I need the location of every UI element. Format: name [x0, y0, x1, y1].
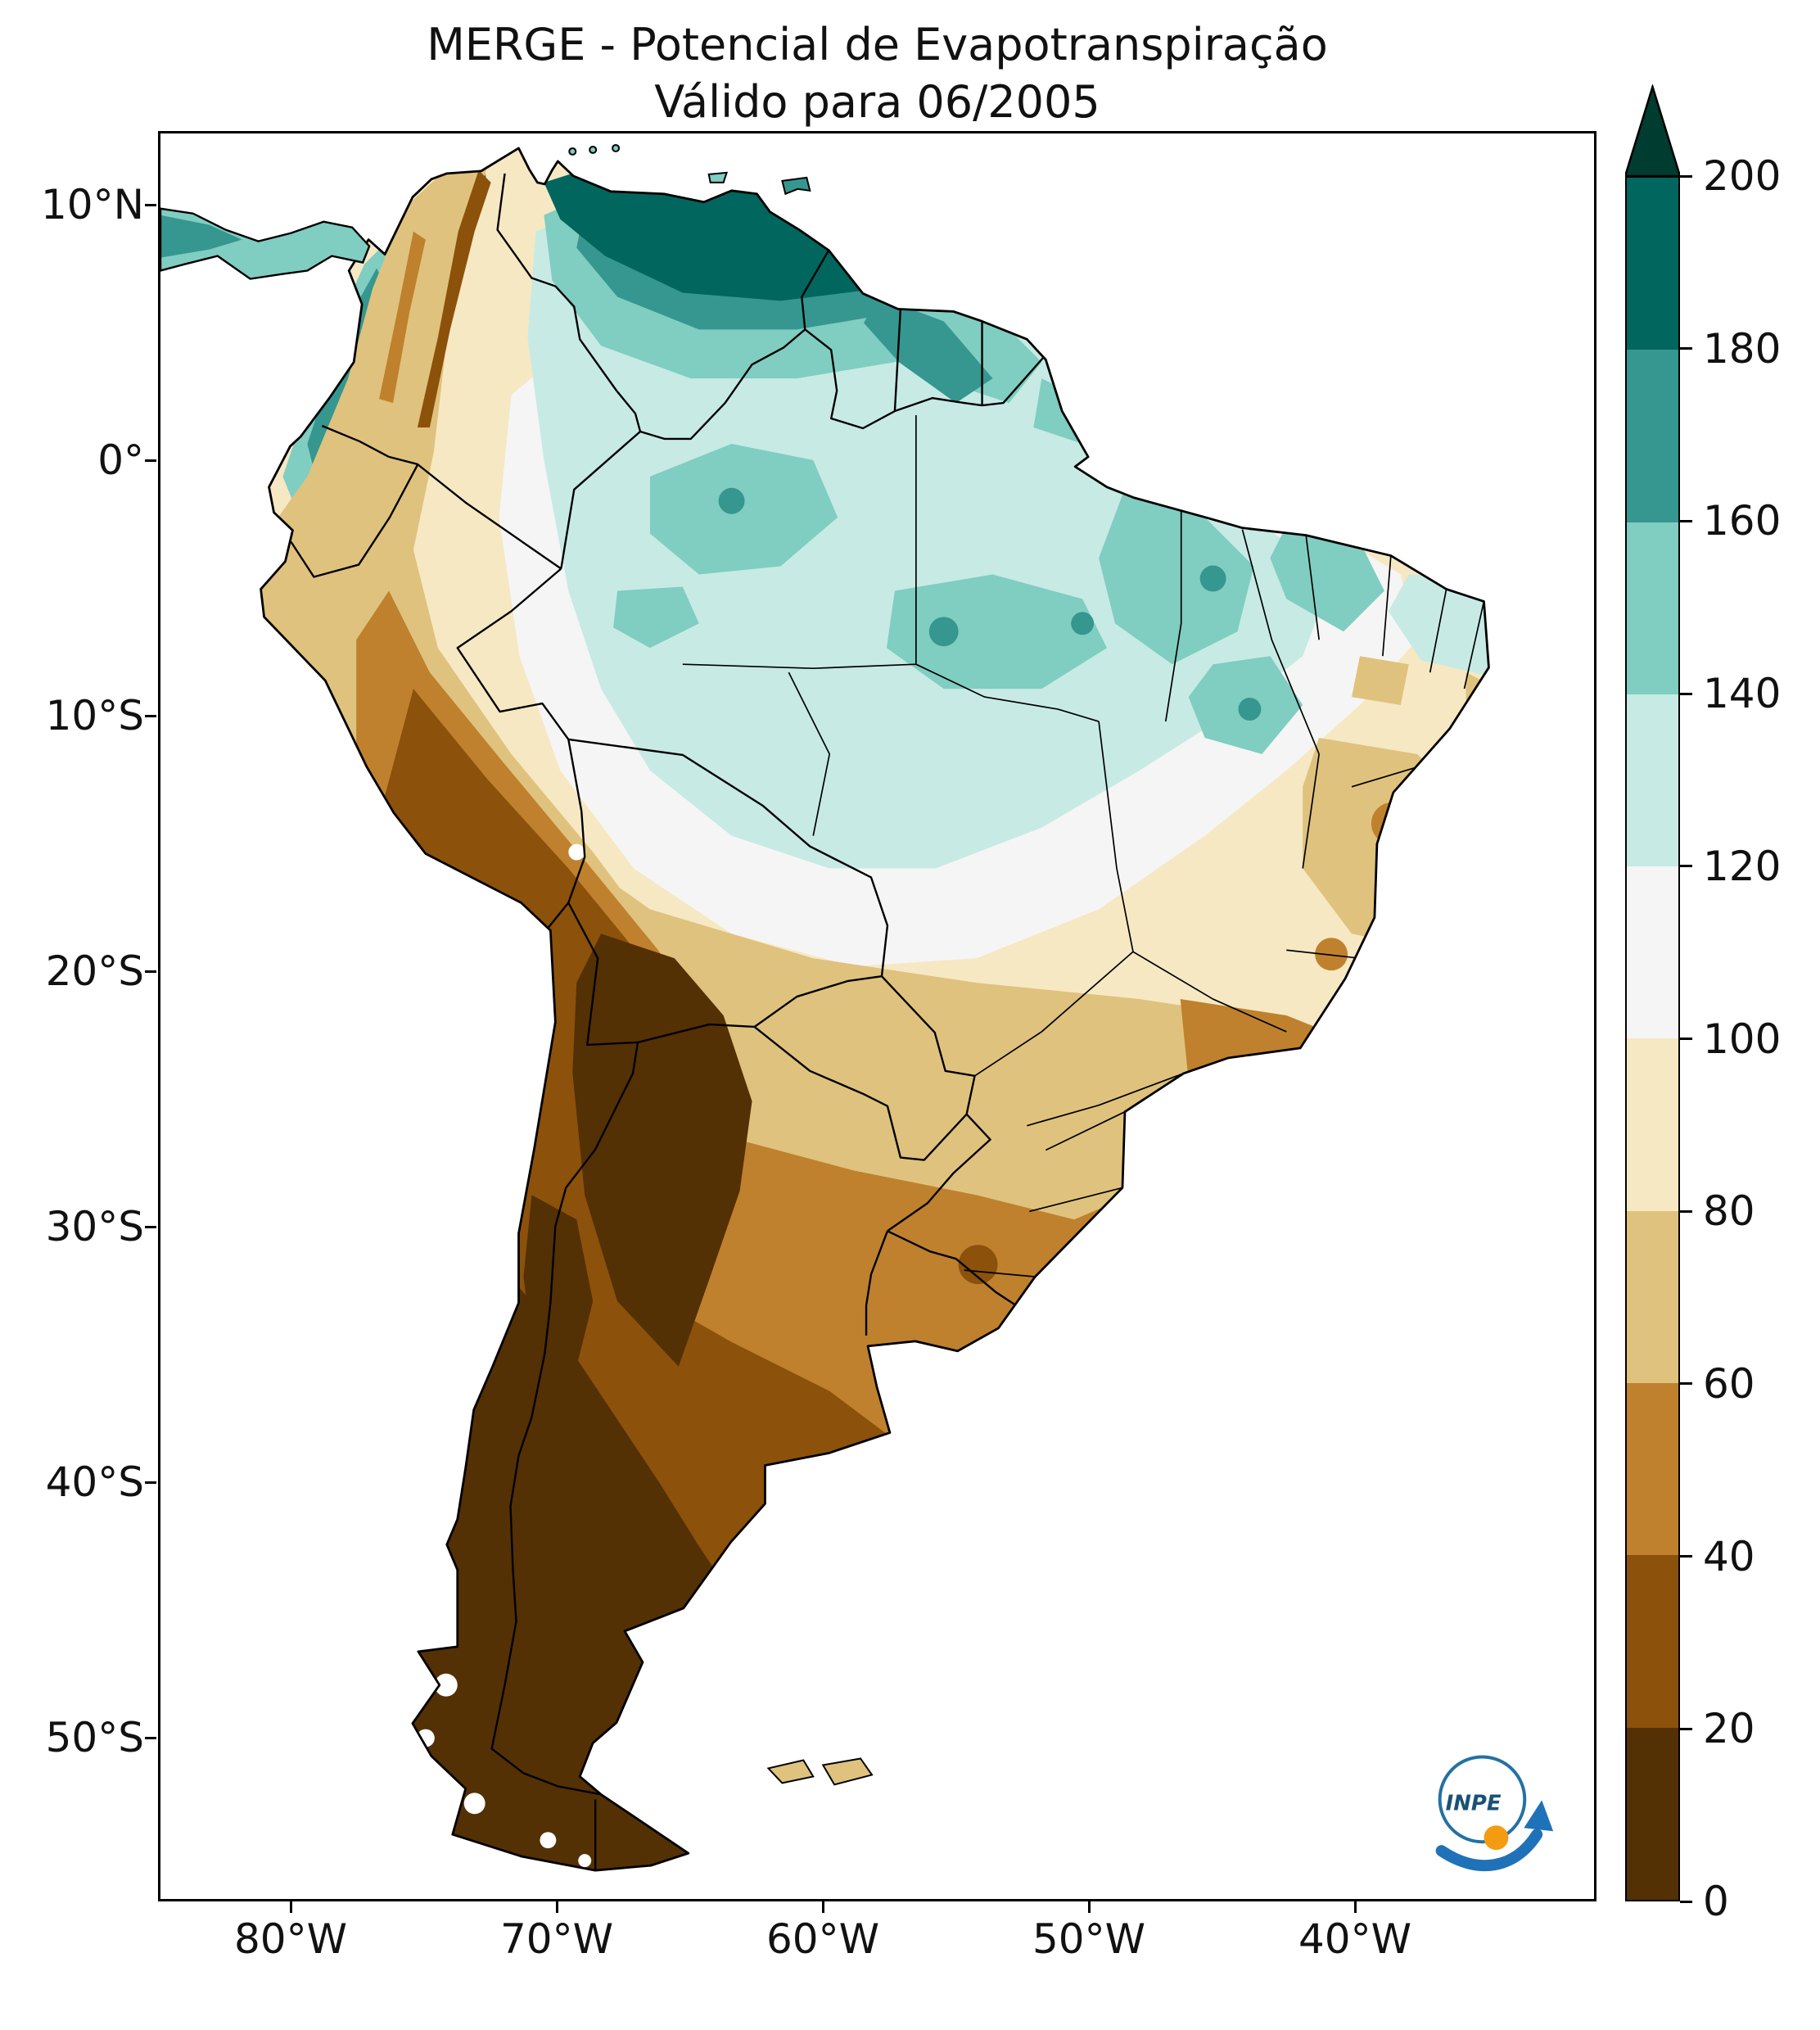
colorbar-tick-label: 80: [1703, 1187, 1755, 1236]
coastline: [260, 147, 1490, 1872]
colorbar-tick-label: 120: [1703, 842, 1782, 890]
lat-tick-label: 30°S: [45, 1203, 144, 1250]
lon-tick-label: 40°W: [1298, 1915, 1412, 1963]
colorbar-tick-label: 100: [1703, 1015, 1782, 1063]
colorbar-tick-mark: [1680, 1900, 1692, 1903]
inpe-logo: INPE: [1435, 1755, 1554, 1872]
chart-title-line1: MERGE - Potencial de Evapotranspiração: [427, 19, 1328, 70]
lat-tick-label: 40°S: [45, 1458, 144, 1506]
chart-title: MERGE - Potencial de Evapotranspiração V…: [158, 16, 1596, 131]
inpe-logo-arrow: [1435, 1829, 1543, 1872]
evapotranspiration-field: [260, 147, 1489, 1871]
lat-tick-label: 10°N: [40, 181, 144, 228]
lat-tick-mark: [145, 1481, 156, 1484]
lon-tick-label: 50°W: [1032, 1915, 1146, 1963]
colorbar-tick-mark: [1680, 1382, 1692, 1386]
lon-tick-mark: [1087, 1901, 1091, 1913]
colorbar-tick-mark: [1680, 1727, 1692, 1730]
colorbar-segment: [1627, 350, 1678, 522]
falkland-west-island: [766, 1759, 815, 1784]
lat-tick-label: 50°S: [45, 1714, 144, 1761]
lon-tick-mark: [555, 1901, 558, 1913]
trinidad-island: [781, 176, 811, 196]
colorbar-tick-mark: [1680, 347, 1692, 350]
colorbar-tick-mark: [1680, 519, 1692, 522]
colorbar-tick-label: 200: [1703, 152, 1782, 200]
map-axes: INPE: [158, 131, 1596, 1901]
south-america-map: INPE: [160, 143, 1554, 1872]
colorbar: [1625, 176, 1680, 1901]
colorbar-tick-label: 20: [1703, 1705, 1755, 1753]
lon-tick-label: 80°W: [233, 1915, 348, 1963]
falkland-east-island: [821, 1757, 874, 1786]
lon-tick-mark: [289, 1901, 292, 1913]
colorbar-tick-mark: [1680, 174, 1692, 178]
lat-tick-label: 10°S: [45, 692, 144, 739]
lon-tick-mark: [821, 1901, 824, 1913]
colorbar-tick-mark: [1680, 1209, 1692, 1213]
colorbar-segment: [1627, 694, 1678, 867]
colorbar-tick-label: 0: [1703, 1878, 1729, 1925]
lat-tick-mark: [145, 1225, 156, 1228]
inpe-logo-text: INPE: [1446, 1791, 1502, 1815]
colorbar-extend-triangle: [1625, 84, 1680, 178]
colorbar-tick-label: 180: [1703, 324, 1782, 373]
margarita-island: [707, 171, 729, 183]
lon-tick-mark: [1353, 1901, 1357, 1913]
colorbar-tick-label: 60: [1703, 1359, 1755, 1408]
lat-tick-label: 20°S: [45, 947, 144, 995]
lat-tick-mark: [145, 970, 156, 973]
colorbar-tick-label: 40: [1703, 1532, 1755, 1580]
central-america: [160, 207, 371, 280]
colorbar-tick-label: 160: [1703, 497, 1782, 545]
lat-tick-mark: [145, 714, 156, 717]
lat-tick-mark: [145, 459, 156, 462]
colorbar-tick-mark: [1680, 865, 1692, 868]
colorbar-segment: [1627, 522, 1678, 694]
colorbar-segment: [1627, 1383, 1678, 1556]
country-borders: [290, 173, 1047, 1871]
inpe-logo-orange-ball: [1484, 1825, 1509, 1851]
inpe-logo-circle: [1438, 1755, 1527, 1844]
colorbar-segment: [1627, 1555, 1678, 1728]
lat-tick-label: 0°: [97, 436, 144, 484]
lat-tick-mark: [145, 203, 156, 206]
inpe-logo-arrowhead: [1524, 1800, 1554, 1832]
colorbar-tick-mark: [1680, 692, 1692, 695]
islands: [568, 143, 874, 1786]
colorbar-segment: [1627, 178, 1678, 350]
colorbar-segment: [1627, 866, 1678, 1039]
colorbar-tick-mark: [1680, 1038, 1692, 1040]
chart-title-line2: Válido para 06/2005: [654, 76, 1100, 129]
colorbar-segment: [1627, 1210, 1678, 1384]
lat-tick-mark: [145, 1736, 156, 1739]
colorbar-tick-mark: [1680, 1555, 1692, 1558]
lon-tick-label: 60°W: [765, 1915, 880, 1963]
colorbar-segment: [1627, 1038, 1678, 1211]
lon-tick-label: 70°W: [499, 1915, 614, 1963]
colorbar-segment: [1627, 1727, 1678, 1900]
colorbar-tick-label: 140: [1703, 670, 1782, 718]
